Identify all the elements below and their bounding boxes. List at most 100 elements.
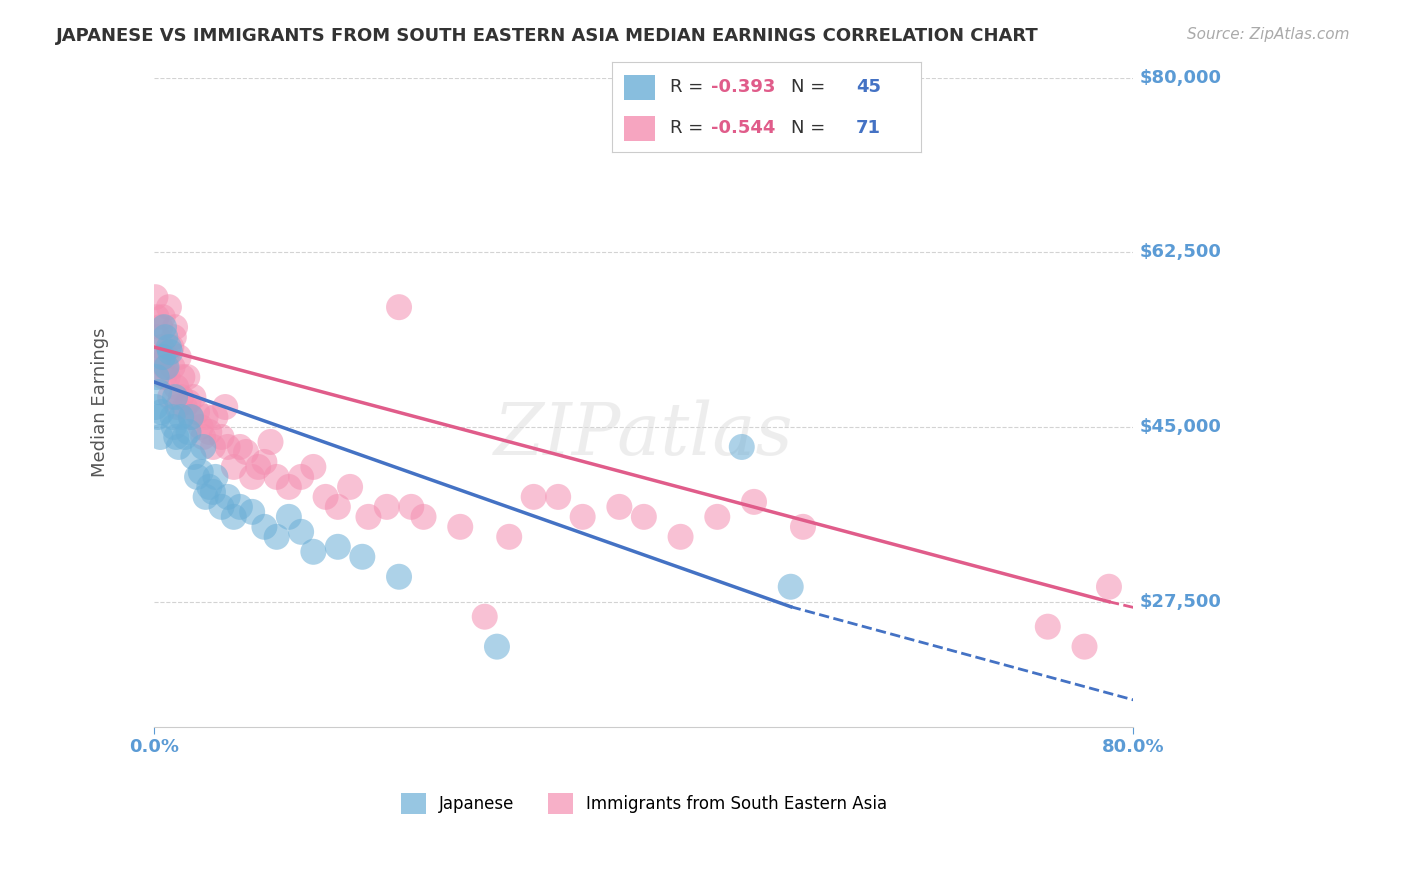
Point [157, 300, 180, 314]
Point [194, 490, 217, 504]
Point [145, 290, 167, 304]
Point [162, 360, 184, 375]
Point [193, 430, 215, 444]
Point [198, 480, 221, 494]
Point [173, 430, 195, 444]
Point [150, 405, 173, 419]
Text: N =: N = [792, 119, 831, 136]
Point [609, 500, 631, 514]
Point [190, 420, 212, 434]
Point [145, 310, 167, 325]
Point [302, 459, 325, 474]
Point [229, 440, 252, 454]
Point [163, 390, 186, 404]
Point [190, 465, 212, 479]
Point [229, 500, 252, 514]
Point [155, 360, 177, 375]
Point [146, 409, 169, 424]
Point [165, 430, 187, 444]
Point [375, 500, 398, 514]
Point [173, 400, 195, 414]
Point [150, 340, 173, 354]
Point [183, 390, 205, 404]
Point [731, 440, 754, 454]
Point [217, 440, 239, 454]
Point [145, 370, 167, 384]
Point [177, 425, 200, 439]
Point [498, 530, 520, 544]
Text: -0.544: -0.544 [710, 119, 775, 136]
Point [266, 530, 288, 544]
Point [388, 300, 411, 314]
Point [222, 509, 245, 524]
Point [183, 450, 205, 464]
Point [186, 470, 208, 484]
Point [211, 430, 233, 444]
Point [302, 545, 325, 559]
Point [792, 520, 814, 534]
Point [148, 350, 170, 364]
Point [742, 495, 765, 509]
Point [167, 440, 190, 454]
Point [339, 480, 361, 494]
Point [193, 440, 215, 454]
Point [290, 470, 312, 484]
Text: -0.393: -0.393 [710, 78, 775, 95]
Point [163, 330, 186, 344]
Point [247, 459, 270, 474]
Text: R =: R = [671, 119, 710, 136]
Point [277, 480, 299, 494]
Point [160, 340, 183, 354]
Point [159, 390, 181, 404]
Text: JAPANESE VS IMMIGRANTS FROM SOUTH EASTERN ASIA MEDIAN EARNINGS CORRELATION CHART: JAPANESE VS IMMIGRANTS FROM SOUTH EASTER… [56, 27, 1039, 45]
Point [474, 609, 496, 624]
Legend: Japanese, Immigrants from South Eastern Asia: Japanese, Immigrants from South Eastern … [394, 787, 894, 821]
Point [352, 549, 374, 564]
Point [148, 385, 170, 400]
Point [201, 484, 224, 499]
Text: $62,500: $62,500 [1140, 244, 1222, 261]
Point [155, 330, 177, 344]
Point [204, 470, 226, 484]
Point [779, 580, 801, 594]
Point [177, 395, 200, 409]
Point [571, 509, 593, 524]
Point [277, 509, 299, 524]
Point [222, 459, 245, 474]
Point [152, 350, 174, 364]
Point [235, 445, 257, 459]
Text: 45: 45 [856, 78, 882, 95]
Point [194, 409, 217, 424]
Point [145, 400, 167, 414]
Point [155, 360, 177, 375]
Text: R =: R = [671, 78, 710, 95]
Point [388, 570, 411, 584]
Point [163, 320, 186, 334]
Point [706, 509, 728, 524]
Bar [624, 75, 655, 100]
Point [253, 455, 276, 469]
Point [149, 320, 172, 334]
Point [1036, 620, 1059, 634]
Point [165, 380, 187, 394]
Text: ZIPatlas: ZIPatlas [494, 400, 793, 470]
Point [166, 400, 188, 414]
Point [449, 520, 471, 534]
Point [240, 505, 263, 519]
Text: Source: ZipAtlas.com: Source: ZipAtlas.com [1187, 27, 1350, 42]
Point [180, 409, 202, 424]
Point [326, 540, 349, 554]
Point [176, 370, 198, 384]
Point [156, 370, 179, 384]
Point [155, 350, 177, 364]
Point [201, 440, 224, 454]
Point [170, 409, 193, 424]
Point [172, 370, 194, 384]
Point [357, 509, 380, 524]
Point [240, 470, 263, 484]
Point [547, 490, 569, 504]
Point [253, 520, 276, 534]
Point [401, 500, 423, 514]
Point [290, 524, 312, 539]
Point [211, 500, 233, 514]
